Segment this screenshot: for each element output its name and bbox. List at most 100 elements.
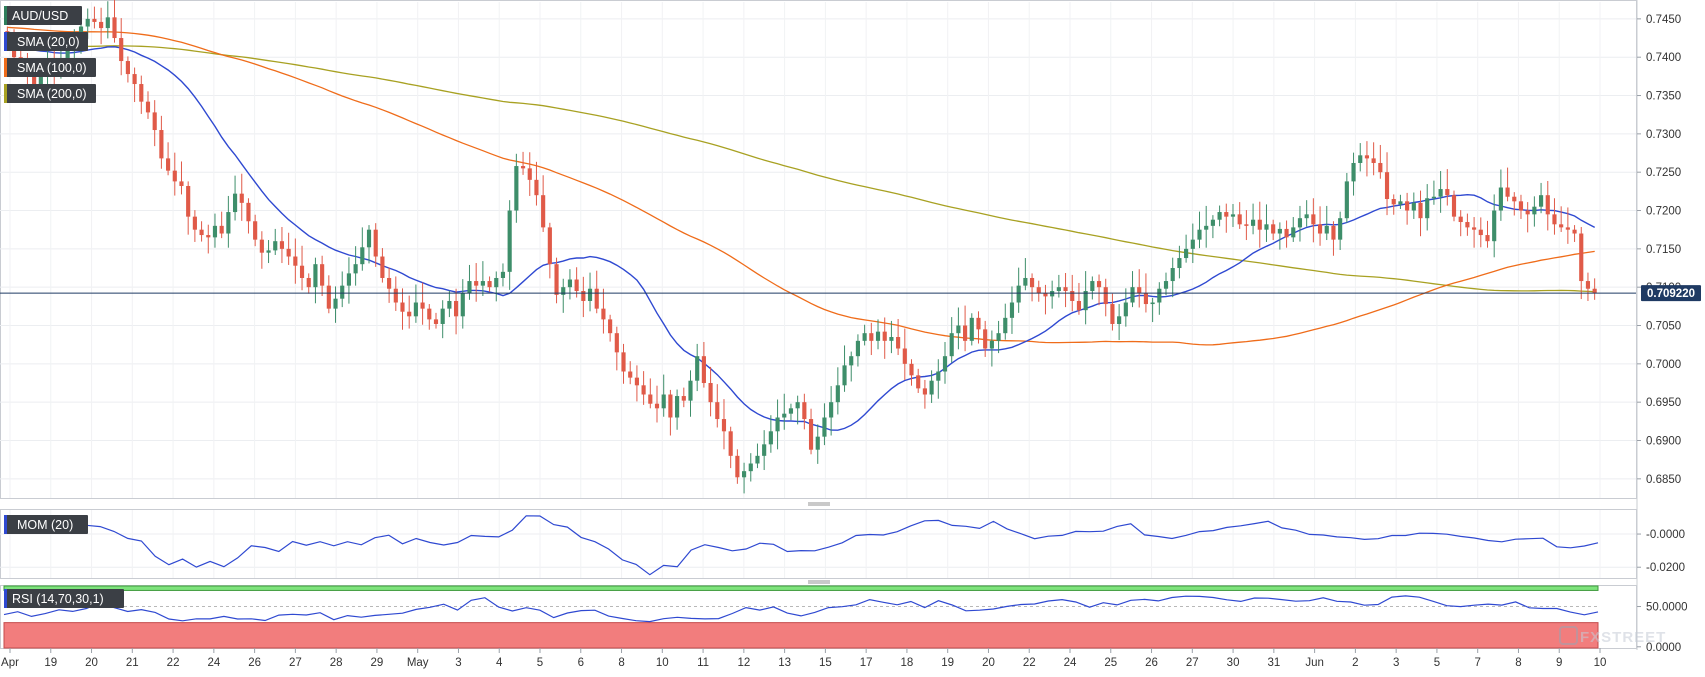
candle-body [641,385,646,395]
x-tick-label: 13 [778,657,791,669]
candle-body [634,377,639,386]
mom-resize-handle[interactable] [808,502,830,506]
candle-body [266,250,271,253]
candle-body [788,408,794,414]
candle-body [1351,162,1356,182]
mom-y-tick-label: -0.0000 [1646,529,1685,541]
candle-body [413,302,418,317]
legend-item-symbol[interactable]: AUD/USD [4,6,82,25]
candle-body [1391,199,1396,205]
candle-body [1364,155,1370,159]
rsi-zone-layer [3,585,1599,649]
candle-body [1344,181,1349,219]
legend-item-sma200[interactable]: SMA (200,0) [4,84,96,103]
candle-body [420,302,425,309]
candle-body [1472,227,1477,230]
x-tick-label: 25 [1104,657,1117,669]
x-tick-label: Apr [1,657,19,669]
candle-body [125,61,130,75]
candle-body [487,281,492,288]
rsi-resize-handle[interactable] [808,580,830,584]
candle-body [1163,281,1169,289]
price-y-tick-label: 0.6850 [1646,474,1681,486]
candle-body [648,394,653,404]
candle-body [527,168,532,180]
candle-body [835,385,840,403]
x-tick-label: 19 [44,657,57,669]
candle-body [701,356,706,384]
candle-body [514,166,519,211]
candle-body [1050,291,1055,297]
candle-body [869,333,874,341]
candle-body [172,170,177,182]
fxstreet-watermark: FXSTREET [1559,626,1665,646]
candle-body [1251,219,1256,226]
sma200-line [7,45,1595,293]
candle-body [246,202,251,222]
candle-body [768,431,773,445]
candle-body [721,419,727,432]
candle-body [313,264,318,288]
rsi-panel-label[interactable]: RSI (14,70,30,1) [4,589,124,608]
candle-body [119,38,124,62]
x-tick-label: 19 [941,657,954,669]
candle-body [1043,293,1048,297]
mom-panel-frame [0,509,1637,579]
candle-body [500,271,506,278]
candle-body [1384,172,1390,200]
price-y-tick-label: 0.7150 [1646,244,1681,256]
candle-body [929,380,934,395]
candle-body [875,331,881,341]
candle-body [494,277,499,288]
candle-body [1565,227,1570,230]
candle-body [1304,214,1309,219]
x-tick-label: 10 [1594,657,1607,669]
x-tick-label: 30 [1227,657,1240,669]
x-tick-label: 9 [1556,657,1562,669]
price-panel-frame [0,0,1637,499]
x-tick-label: 15 [819,657,832,669]
rsi-y-tick-label: 50.0000 [1646,602,1688,614]
price-y-tick-label: 0.7250 [1646,167,1681,179]
candle-body [1117,316,1122,324]
candle-body [460,293,465,317]
x-tick-label: 22 [1023,657,1036,669]
legend-item-sma20[interactable]: SMA (20,0) [4,32,88,51]
candle-body [902,348,907,364]
candle-body [661,394,666,409]
candle-body [668,394,673,418]
x-tick-label: 10 [656,657,669,669]
rsi-y-tick-label: 0.0000 [1646,642,1681,654]
rsi-line [3,595,1599,623]
candle-body [1451,195,1457,217]
candle-body [621,352,626,372]
candle-body [273,241,278,251]
candle-body [65,49,70,59]
price-y-tick-label: 0.7450 [1646,14,1681,26]
sma-layer [7,26,1596,431]
candle-body [78,26,84,36]
candle-body [976,317,981,330]
candle-body [219,225,224,234]
candle-body [440,308,445,324]
candle-body [1525,210,1530,215]
candle-body [1465,222,1470,228]
price-y-tick-label: 0.6900 [1646,436,1681,448]
candle-body [1110,304,1115,324]
candle-body [715,402,720,420]
x-tick-label: 18 [901,657,914,669]
legend-item-sma100[interactable]: SMA (100,0) [4,58,96,77]
candle-body [849,356,854,366]
mom-panel-label[interactable]: MOM (20) [4,515,88,534]
candle-body [139,84,144,102]
x-tick-label: 28 [330,657,343,669]
x-tick-label: Jun [1305,657,1324,669]
candle-body [1505,187,1510,197]
candle-body [199,229,204,236]
candle-body [1411,202,1416,211]
price-y-tick-label: 0.7300 [1646,129,1681,141]
candle-body [1398,201,1403,205]
candle-body [433,319,439,324]
